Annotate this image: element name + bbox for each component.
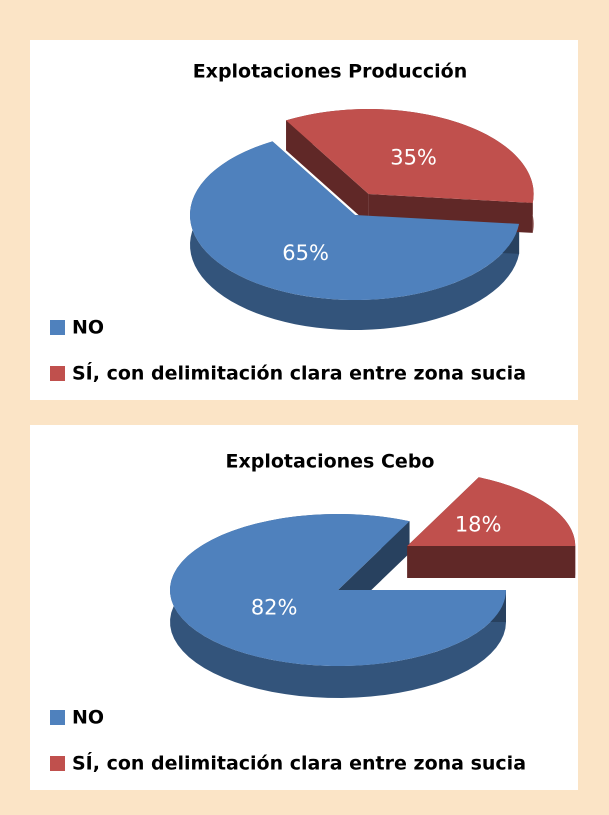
slice-face: [286, 120, 369, 225]
legend-label: SÍ, con delimitación clara entre zona su…: [72, 362, 526, 385]
chart-title: Explotaciones Cebo: [226, 451, 435, 473]
legend-swatch: [50, 710, 65, 725]
pie: [170, 477, 576, 698]
slice: [189, 141, 520, 301]
slice: [407, 477, 576, 547]
slice: [286, 109, 534, 203]
slice-face: [407, 546, 576, 579]
legend-label: SÍ, con delimitación clara entre zona su…: [72, 752, 526, 775]
legend-label: NO: [72, 317, 104, 339]
legend-label: NO: [72, 707, 104, 729]
data-label: 35%: [390, 145, 437, 169]
data-label: 18%: [455, 513, 502, 537]
data-label: 82%: [251, 595, 298, 619]
legend-swatch: [50, 366, 65, 381]
legend-swatch: [50, 756, 65, 771]
chart-title: Explotaciones Producción: [193, 61, 468, 83]
slice: [170, 514, 506, 666]
data-label: 65%: [282, 241, 329, 265]
pie: [189, 109, 534, 330]
legend-swatch: [50, 320, 65, 335]
